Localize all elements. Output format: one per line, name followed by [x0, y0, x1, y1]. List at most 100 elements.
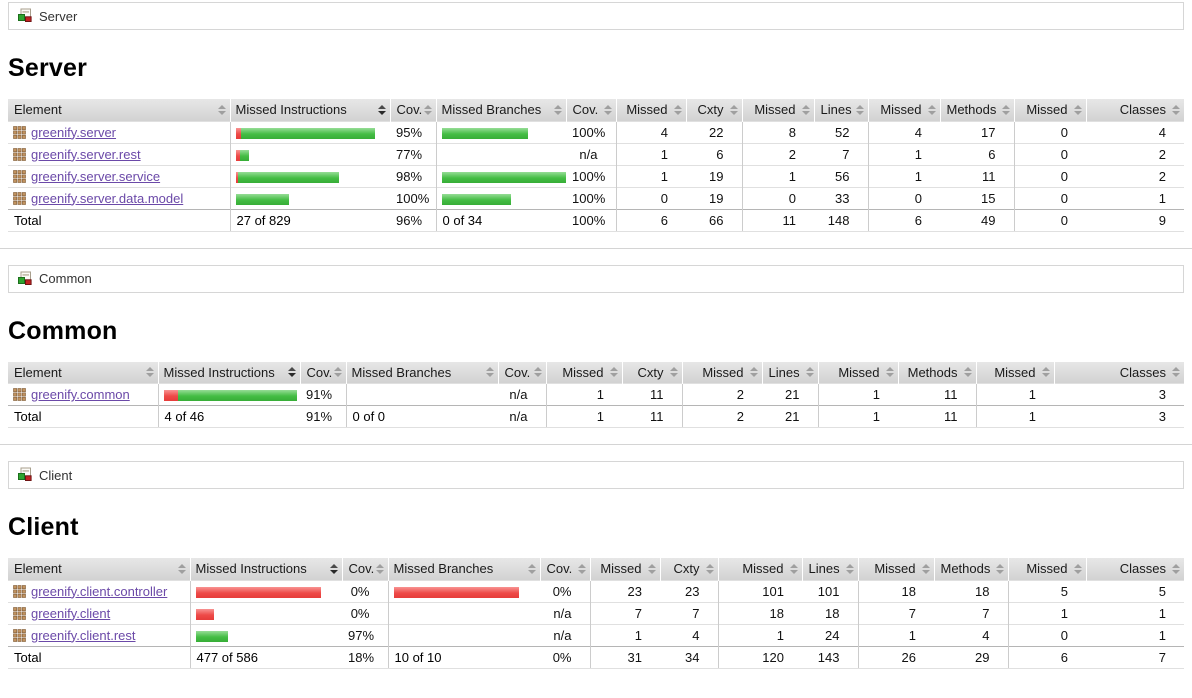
coverage-value: 100%: [566, 120, 616, 143]
counter-value: 1: [1086, 623, 1184, 646]
breadcrumb[interactable]: Client: [8, 461, 1184, 489]
sort-icon: [377, 104, 386, 115]
sort-icon: [329, 563, 338, 574]
counter-value: 1: [1086, 601, 1184, 624]
table-row: greenify.server 95% 100% 4 22 8 52 4 17 …: [8, 120, 1184, 143]
coverage-table-client: Element Missed Instructions Cov. Missed …: [8, 558, 1184, 669]
package-link[interactable]: greenify.common: [31, 387, 130, 402]
sort-icon: [145, 367, 154, 378]
column-header-missed[interactable]: Missed: [718, 558, 803, 580]
package-link[interactable]: greenify.client: [31, 605, 111, 621]
column-header-cov[interactable]: Cov.: [300, 361, 347, 384]
counter-value: 11: [898, 405, 976, 428]
counter-value: 21: [762, 383, 818, 406]
column-header-missed[interactable]: Missed: [1008, 558, 1087, 580]
column-header-cov[interactable]: Cov.: [390, 99, 437, 121]
page-title: Common: [8, 316, 118, 345]
column-header-missed[interactable]: Missed: [742, 99, 815, 121]
page-title: Client: [8, 513, 79, 541]
table-header-row: Element Missed Instructions Cov. Missed …: [8, 558, 1184, 580]
counter-value: 15: [940, 186, 1014, 209]
column-header-element[interactable]: Element: [8, 361, 159, 384]
column-header-missed[interactable]: Missed: [682, 361, 763, 384]
column-header-missed-instructions[interactable]: Missed Instructions: [190, 558, 343, 580]
coverage-value: 0%: [342, 601, 388, 624]
column-header-methods[interactable]: Methods: [940, 99, 1015, 121]
counter-value: 11: [622, 405, 682, 428]
counter-value: 1: [975, 383, 1054, 406]
column-header-missed-branches[interactable]: Missed Branches: [346, 361, 499, 384]
column-header-missed[interactable]: Missed: [546, 361, 623, 384]
counter-value: 6: [615, 208, 686, 232]
column-header-cov[interactable]: Cov.: [566, 99, 617, 121]
column-header-missed[interactable]: Missed: [1014, 99, 1087, 121]
package-link[interactable]: greenify.server.rest: [31, 146, 141, 162]
table-row: greenify.common 91% n/a 1 11 2 21 1 11 1…: [8, 383, 1184, 406]
package-link[interactable]: greenify.server.data.model: [31, 190, 184, 206]
sort-icon: [609, 367, 618, 378]
column-header-missed[interactable]: Missed: [616, 99, 687, 121]
package-icon: [13, 147, 26, 161]
column-header-missed[interactable]: Missed: [590, 558, 661, 580]
sort-icon: [885, 367, 894, 378]
missed-bar: [195, 586, 321, 598]
column-header-missed[interactable]: Missed: [858, 558, 935, 580]
column-header-missed[interactable]: Missed: [868, 99, 941, 121]
column-header-classes[interactable]: Classes: [1054, 361, 1184, 384]
breadcrumb[interactable]: Common: [8, 264, 1184, 293]
package-link[interactable]: greenify.client.controller: [31, 583, 168, 599]
counter-value: 18: [934, 579, 1008, 602]
column-header-lines[interactable]: Lines: [802, 558, 859, 580]
sort-icon: [845, 563, 854, 574]
package-link[interactable]: greenify.server.service: [31, 168, 161, 184]
package-link[interactable]: greenify.server: [31, 124, 117, 140]
column-header-cxty[interactable]: Cxty: [660, 558, 719, 580]
column-header-classes[interactable]: Classes: [1086, 558, 1184, 580]
column-header-classes[interactable]: Classes: [1086, 99, 1184, 121]
counter-value: 1: [857, 623, 934, 646]
column-header-lines[interactable]: Lines: [814, 99, 869, 121]
column-header-cov[interactable]: Cov.: [342, 558, 389, 580]
column-header-missed-instructions[interactable]: Missed Instructions: [230, 99, 391, 121]
column-header-missed-branches[interactable]: Missed Branches: [388, 558, 541, 580]
column-header-cov[interactable]: Cov.: [540, 558, 591, 580]
page-title: Server: [8, 54, 88, 82]
column-header-methods[interactable]: Methods: [898, 361, 977, 384]
report-group-icon: [17, 467, 33, 483]
counter-value: 5: [1086, 579, 1184, 602]
column-header-cov[interactable]: Cov.: [498, 361, 547, 384]
column-header-cxty[interactable]: Cxty: [622, 361, 683, 384]
column-header-missed-branches[interactable]: Missed Branches: [436, 99, 567, 121]
counter-value: 0: [615, 186, 686, 209]
table-row: greenify.server.data.model 100% 100% 0 1…: [8, 186, 1184, 209]
counter-value: 0: [1007, 623, 1086, 646]
sort-icon: [1001, 104, 1010, 115]
counter-value: 22: [686, 120, 742, 143]
sort-icon: [801, 104, 810, 115]
counter-value: 24: [802, 623, 858, 646]
package-icon: [13, 388, 26, 401]
total-branches: 0 of 0: [345, 405, 498, 428]
column-header-missed-instructions[interactable]: Missed Instructions: [158, 361, 301, 384]
counter-value: 1: [717, 623, 802, 646]
counter-value: 120: [717, 645, 802, 669]
coverage-value: 98%: [390, 164, 436, 187]
column-header-methods[interactable]: Methods: [934, 558, 1009, 580]
sort-icon: [673, 104, 682, 115]
coverage-value: 100%: [390, 186, 436, 209]
package-link[interactable]: greenify.client.rest: [31, 627, 136, 643]
breadcrumb-label: Client: [39, 467, 73, 483]
breadcrumb[interactable]: Server: [8, 2, 1184, 30]
counter-value: 4: [1086, 120, 1184, 143]
column-header-missed[interactable]: Missed: [818, 361, 899, 384]
column-header-cxty[interactable]: Cxty: [686, 99, 743, 121]
column-header-element[interactable]: Element: [8, 558, 191, 580]
section-divider: [0, 444, 1192, 445]
coverage-value: 0%: [540, 645, 590, 669]
column-header-missed[interactable]: Missed: [976, 361, 1055, 384]
sort-icon: [921, 563, 930, 574]
column-header-element[interactable]: Element: [8, 99, 231, 121]
counter-value: 29: [934, 645, 1008, 669]
column-header-lines[interactable]: Lines: [762, 361, 819, 384]
sort-icon: [287, 367, 296, 378]
